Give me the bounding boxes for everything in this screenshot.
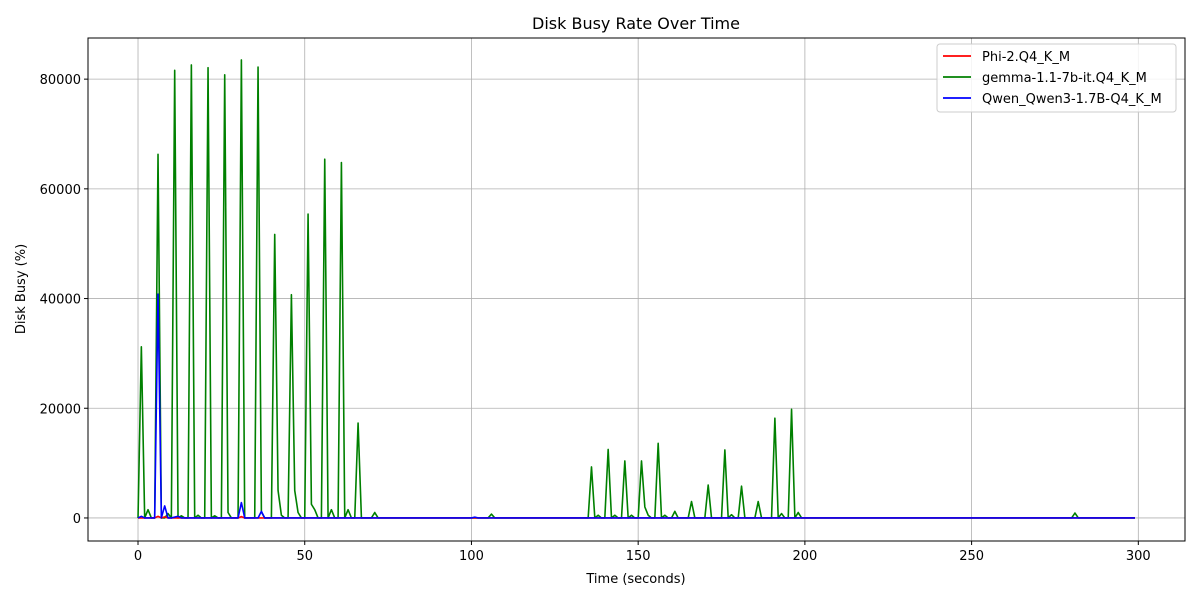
chart-title: Disk Busy Rate Over Time [532, 14, 740, 33]
legend-label: Qwen_Qwen3-1.7B-Q4_K_M [982, 92, 1162, 107]
x-tick-label: 150 [626, 549, 651, 564]
y-axis-label: Disk Busy (%) [14, 244, 29, 334]
series-lines [137, 59, 1135, 519]
legend-box [936, 43, 1177, 113]
x-tick-label: 50 [296, 549, 313, 564]
y-tick-label: 0 [73, 512, 81, 527]
legend-label: gemma-1.1-7b-it.Q4_K_M [982, 71, 1147, 86]
legend: Phi-2.Q4_K_M gemma-1.1-7b-it.Q4_K_M Qwen_Q… [936, 43, 1177, 113]
x-tick-label: 300 [1126, 549, 1151, 564]
series-line-2 [137, 293, 1135, 519]
x-axis-label: Time (seconds) [585, 572, 685, 587]
x-axis-ticks: 0 50 100 150 200 250 300 [134, 541, 1151, 564]
x-tick-label: 250 [959, 549, 984, 564]
legend-label: Phi-2.Q4_K_M [982, 50, 1070, 65]
y-tick-label: 20000 [40, 402, 81, 417]
y-tick-label: 80000 [40, 73, 81, 88]
y-tick-label: 40000 [40, 293, 81, 308]
x-tick-label: 0 [134, 549, 142, 564]
plot-frame [87, 37, 1186, 542]
x-tick-label: 200 [792, 549, 817, 564]
y-axis-ticks: 0 20000 40000 60000 80000 [40, 73, 88, 527]
y-tick-label: 60000 [40, 183, 81, 198]
x-tick-label: 100 [459, 549, 484, 564]
